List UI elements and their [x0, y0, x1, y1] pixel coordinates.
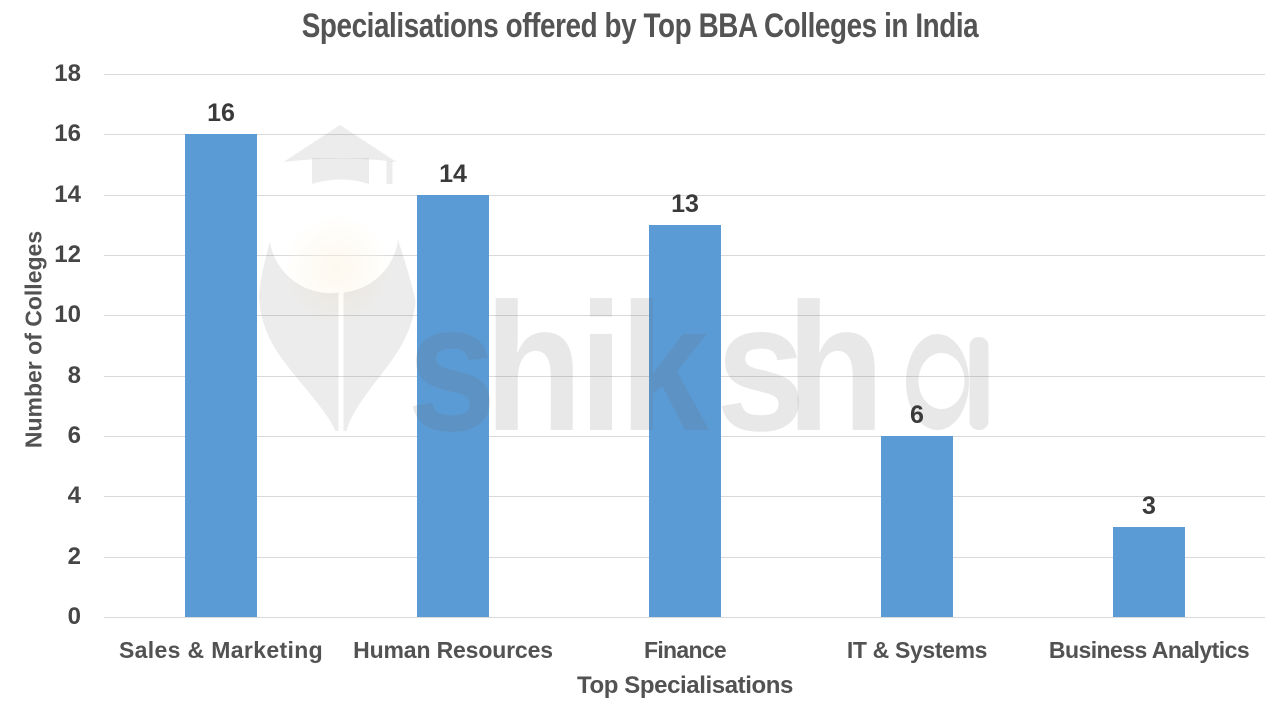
svg-text:shiksh: shiksh — [407, 267, 885, 469]
